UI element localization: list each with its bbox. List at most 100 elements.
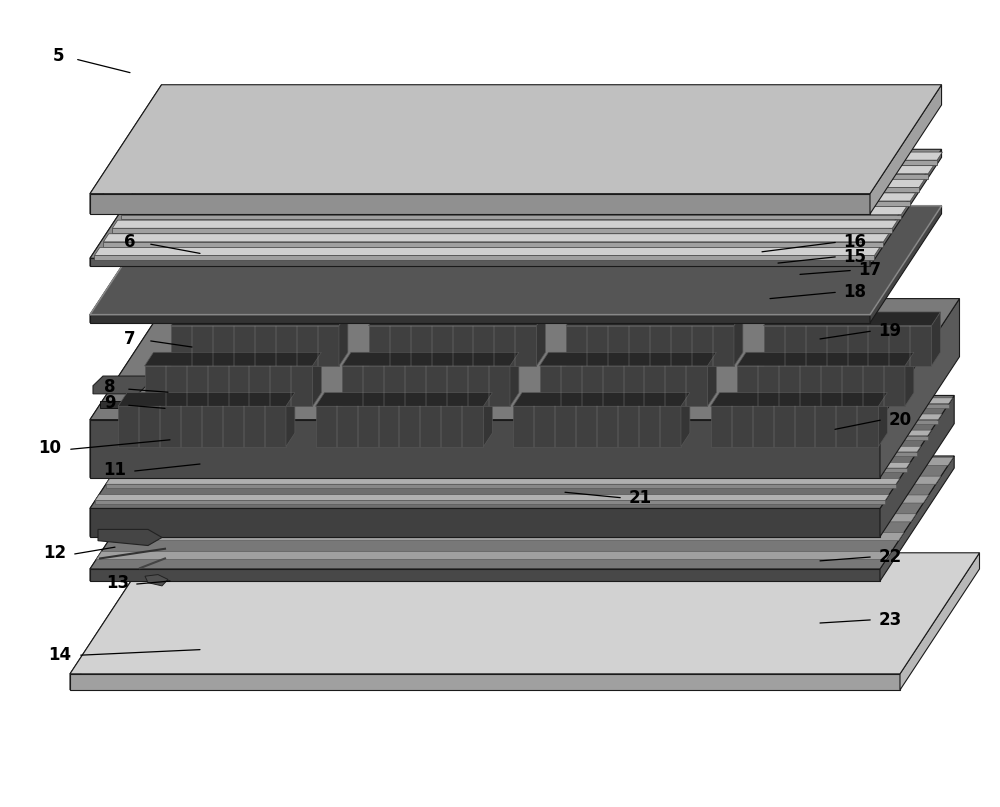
Polygon shape [286, 393, 295, 446]
Polygon shape [95, 495, 889, 500]
Polygon shape [90, 315, 870, 323]
Polygon shape [70, 553, 150, 690]
Polygon shape [133, 495, 929, 503]
Text: 7: 7 [124, 330, 136, 348]
Polygon shape [116, 462, 910, 468]
Text: 19: 19 [878, 322, 902, 340]
Polygon shape [90, 85, 162, 214]
Polygon shape [540, 353, 716, 366]
Polygon shape [339, 312, 348, 366]
Text: 23: 23 [878, 611, 902, 629]
Text: 14: 14 [48, 646, 72, 664]
Polygon shape [878, 393, 887, 446]
Polygon shape [90, 299, 170, 478]
Text: 22: 22 [878, 548, 902, 566]
Polygon shape [707, 353, 716, 406]
Polygon shape [905, 353, 914, 406]
Text: 13: 13 [106, 574, 130, 592]
Polygon shape [130, 201, 910, 206]
Text: 15: 15 [844, 248, 866, 266]
Polygon shape [95, 500, 885, 504]
Polygon shape [127, 446, 921, 452]
Polygon shape [121, 215, 901, 220]
Polygon shape [681, 393, 690, 446]
Polygon shape [764, 325, 931, 366]
Polygon shape [900, 553, 980, 690]
Polygon shape [148, 165, 933, 174]
Polygon shape [483, 393, 492, 446]
Polygon shape [880, 395, 954, 537]
Polygon shape [106, 479, 900, 484]
Text: 17: 17 [858, 261, 882, 279]
Polygon shape [171, 325, 339, 366]
Polygon shape [870, 206, 942, 323]
Polygon shape [127, 452, 917, 456]
Text: 16: 16 [844, 233, 866, 251]
Polygon shape [90, 508, 880, 537]
Polygon shape [90, 456, 164, 581]
Polygon shape [116, 468, 906, 472]
Polygon shape [106, 484, 896, 488]
Polygon shape [737, 366, 905, 406]
Polygon shape [342, 366, 510, 406]
Text: 21: 21 [628, 489, 652, 507]
Polygon shape [148, 414, 942, 420]
Polygon shape [148, 174, 928, 178]
Polygon shape [171, 312, 348, 325]
Polygon shape [121, 514, 916, 522]
Polygon shape [96, 551, 891, 559]
Polygon shape [94, 248, 880, 256]
Polygon shape [130, 193, 916, 201]
Polygon shape [513, 406, 681, 446]
Polygon shape [90, 258, 870, 266]
Polygon shape [734, 312, 743, 366]
Polygon shape [157, 160, 937, 165]
Polygon shape [90, 395, 954, 508]
Polygon shape [112, 228, 892, 233]
Polygon shape [138, 436, 928, 440]
Polygon shape [711, 393, 887, 406]
Polygon shape [711, 406, 878, 446]
Text: 9: 9 [104, 395, 116, 412]
Polygon shape [70, 553, 980, 674]
Polygon shape [880, 456, 954, 581]
Polygon shape [145, 353, 321, 366]
Polygon shape [880, 299, 960, 478]
Polygon shape [148, 420, 938, 424]
Polygon shape [100, 401, 128, 408]
Polygon shape [566, 325, 734, 366]
Text: 8: 8 [104, 378, 116, 396]
Polygon shape [157, 152, 942, 160]
Polygon shape [90, 149, 162, 266]
Polygon shape [536, 312, 545, 366]
Polygon shape [118, 393, 295, 406]
Polygon shape [510, 353, 519, 406]
Polygon shape [90, 456, 954, 569]
Polygon shape [90, 299, 960, 420]
Text: 18: 18 [844, 283, 866, 301]
Polygon shape [139, 179, 924, 187]
Text: 20: 20 [888, 411, 912, 429]
Polygon shape [316, 393, 492, 406]
Polygon shape [90, 194, 870, 214]
Polygon shape [90, 395, 164, 537]
Polygon shape [90, 149, 942, 258]
Polygon shape [90, 206, 162, 323]
Polygon shape [109, 533, 904, 541]
Polygon shape [159, 398, 953, 404]
Polygon shape [139, 187, 919, 192]
Text: 6: 6 [124, 233, 136, 251]
Polygon shape [138, 430, 931, 436]
Polygon shape [870, 149, 942, 266]
Polygon shape [566, 312, 743, 325]
Polygon shape [103, 242, 883, 247]
Polygon shape [98, 529, 162, 546]
Polygon shape [737, 353, 914, 366]
Polygon shape [118, 406, 286, 446]
Polygon shape [870, 85, 942, 214]
Polygon shape [121, 207, 907, 215]
Polygon shape [931, 312, 940, 366]
Polygon shape [90, 85, 942, 194]
Polygon shape [316, 406, 483, 446]
Polygon shape [90, 420, 880, 478]
